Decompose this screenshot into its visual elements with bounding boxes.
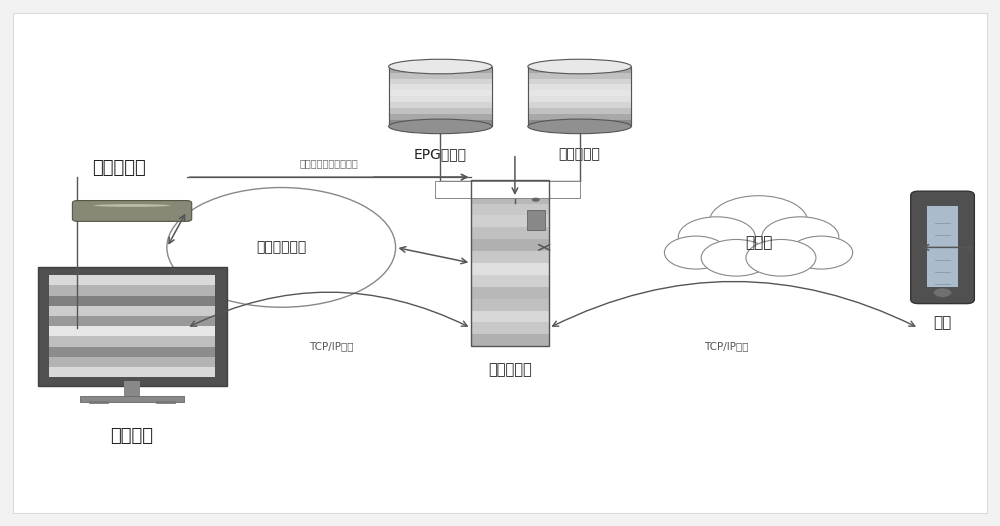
Bar	[80, 396, 184, 402]
Bar	[528, 78, 631, 85]
Bar	[389, 85, 492, 90]
FancyBboxPatch shape	[911, 191, 974, 304]
Bar	[49, 316, 215, 326]
Bar	[471, 239, 549, 251]
Bar	[471, 204, 549, 216]
Text: TCP/IP协议: TCP/IP协议	[704, 341, 748, 351]
Bar	[49, 306, 215, 316]
Text: 数字电视网络传输协议: 数字电视网络传输协议	[300, 158, 358, 168]
Ellipse shape	[86, 216, 179, 218]
Text: EPG数据库: EPG数据库	[414, 147, 467, 161]
Bar	[389, 78, 492, 85]
Bar	[471, 310, 549, 322]
Text: 普通电视: 普通电视	[111, 427, 154, 445]
Bar	[528, 66, 631, 126]
Circle shape	[664, 236, 727, 269]
Bar	[528, 66, 631, 73]
Bar	[471, 299, 549, 310]
Bar	[124, 381, 140, 401]
Text: TCP/IP协议: TCP/IP协议	[493, 184, 537, 195]
Bar	[38, 267, 227, 386]
Bar	[471, 251, 549, 263]
Bar	[528, 120, 631, 126]
Bar	[528, 90, 631, 96]
Bar	[49, 286, 215, 296]
Bar	[528, 85, 631, 90]
Circle shape	[934, 288, 951, 297]
Bar	[927, 206, 958, 287]
Bar	[471, 216, 549, 227]
Text: 数字机顶盒: 数字机顶盒	[92, 159, 146, 177]
Circle shape	[532, 198, 540, 202]
Bar	[389, 73, 492, 78]
Bar	[389, 90, 492, 96]
Bar	[389, 96, 492, 103]
Circle shape	[746, 239, 816, 276]
Ellipse shape	[528, 119, 631, 134]
Bar	[528, 115, 631, 120]
Bar	[471, 191, 549, 204]
Ellipse shape	[389, 59, 492, 74]
Bar	[471, 263, 549, 275]
Ellipse shape	[94, 204, 170, 207]
Bar	[471, 287, 549, 299]
Bar	[389, 66, 492, 73]
Circle shape	[167, 188, 396, 307]
Bar	[49, 296, 215, 306]
Bar	[471, 322, 549, 335]
Ellipse shape	[528, 59, 631, 74]
Bar	[389, 66, 492, 126]
Bar	[528, 103, 631, 108]
Circle shape	[710, 196, 808, 247]
Bar	[389, 103, 492, 108]
Bar	[389, 108, 492, 115]
Bar	[49, 357, 215, 367]
Bar	[471, 180, 549, 346]
Bar	[471, 227, 549, 239]
Text: 追踪服务器: 追踪服务器	[488, 362, 532, 377]
Bar	[49, 326, 215, 337]
Bar	[528, 108, 631, 115]
Bar	[528, 96, 631, 103]
Bar	[471, 275, 549, 287]
Circle shape	[701, 239, 771, 276]
Text: TCP/IP协议: TCP/IP协议	[309, 341, 353, 351]
Circle shape	[790, 236, 853, 269]
Bar	[528, 66, 631, 126]
Bar	[389, 66, 492, 126]
Circle shape	[678, 217, 755, 257]
Bar	[49, 275, 215, 286]
Bar	[471, 335, 549, 346]
Bar	[528, 73, 631, 78]
Text: 数字电视网络: 数字电视网络	[256, 240, 306, 255]
Bar	[674, 247, 843, 258]
Bar	[435, 181, 580, 198]
Bar	[389, 115, 492, 120]
Bar	[527, 210, 545, 230]
FancyBboxPatch shape	[72, 200, 192, 221]
Bar	[389, 120, 492, 126]
Text: 点播数据库: 点播数据库	[559, 147, 600, 161]
Bar	[471, 180, 549, 191]
Bar	[49, 347, 215, 357]
Circle shape	[762, 217, 839, 257]
Text: 互联网: 互联网	[745, 235, 772, 250]
Bar	[49, 337, 215, 347]
Text: 终端: 终端	[933, 315, 952, 330]
Bar	[49, 367, 215, 377]
Ellipse shape	[389, 119, 492, 134]
